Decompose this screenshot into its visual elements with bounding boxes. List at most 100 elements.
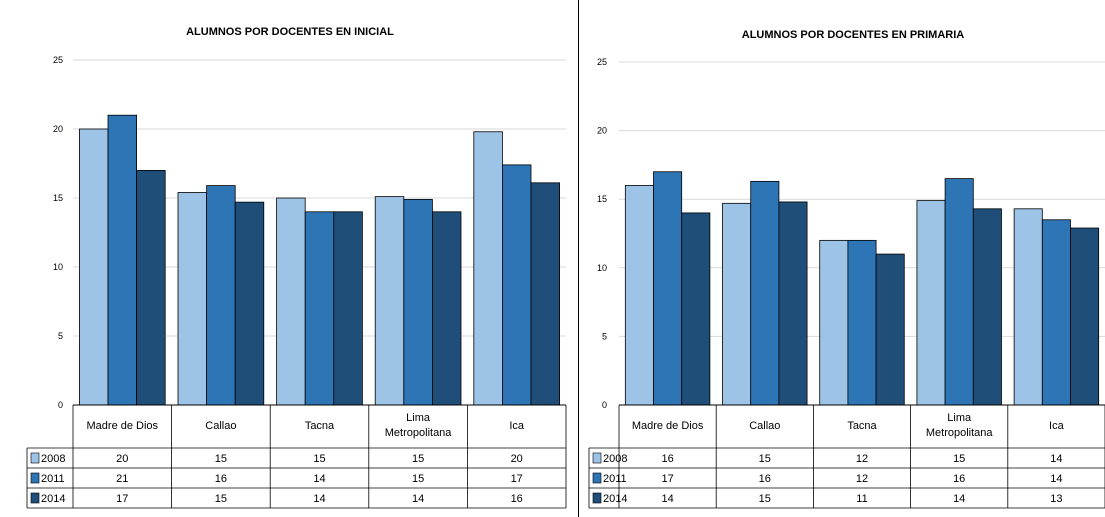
legend-key-2011 [30,472,40,484]
table-cell: 17 [511,473,523,485]
y-tick-label: 0 [602,400,607,410]
category-label: Metropolitana [926,427,994,439]
legend-label: 2008 [41,453,65,465]
table-cell: 16 [953,473,965,485]
category-label: Metropolitana [385,427,453,439]
bar [1070,227,1100,406]
y-tick-label: 10 [53,262,63,272]
chart-inicial: ALUMNOS POR DOCENTES EN INICIAL 0 5 10 15 20 2… [26,26,567,509]
y-tick-label: 25 [597,57,607,67]
table-cell: 16 [511,493,523,505]
table-cell: 15 [313,453,325,465]
bar [177,192,208,406]
chart-panel-inicial: ALUMNOS POR DOCENTES EN INICIAL 0 5 10 15 20 2… [26,0,579,517]
table-cell: 12 [856,473,868,485]
legend-key-2008 [592,452,602,464]
bar [653,171,683,406]
y-tick-label: 20 [597,126,607,136]
bar [530,182,560,406]
category-label: Lima [947,412,972,424]
table-cell: 15 [412,473,424,485]
table-cell: 14 [661,493,673,505]
bar [276,197,306,406]
table-cell: 11 [856,493,867,505]
legend-label: 2014 [41,493,65,505]
table-cell: 12 [856,453,868,465]
bar [916,200,946,406]
category-label: Tacna [305,420,335,432]
y-tick-label: 10 [597,263,607,273]
category-label: Madre de Dios [632,420,704,432]
bar [403,198,433,406]
bar [750,180,780,406]
category-label: Lima [406,412,431,424]
table-cell: 14 [412,493,424,505]
table-cell: 15 [759,453,771,465]
chart-title: ALUMNOS POR DOCENTES EN PRIMARIA [742,29,965,41]
bar [1013,208,1043,406]
y-tick-label: 5 [58,331,63,341]
bar [944,178,974,406]
y-tick-label: 15 [53,193,63,203]
table-cell: 15 [759,493,771,505]
category-label: Madre de Dios [87,420,159,432]
bar [624,185,654,406]
legend-key-2014 [592,492,602,504]
bar [875,253,905,406]
bar [234,201,265,406]
category-label: Tacna [847,420,877,432]
table-cell: 16 [759,473,771,485]
bar [473,131,503,406]
legend-label: 2011 [603,473,627,485]
table-cell: 15 [215,493,227,505]
bar [778,201,808,406]
table-cell: 20 [116,453,128,465]
bar [107,114,137,406]
table-cell: 14 [313,473,325,485]
category-label: Callao [749,420,780,432]
legend-key-2014 [30,492,40,504]
table-cell: 16 [215,473,227,485]
table-cell: 20 [511,453,523,465]
table-cell: 14 [953,493,965,505]
bar [972,208,1002,406]
bar [502,164,532,406]
chart-primaria: ALUMNOS POR DOCENTES EN PRIMARIA 0 5 10 15 20… [588,29,1105,509]
category-label: Ica [1049,420,1065,432]
bar [304,211,335,406]
bar [722,202,752,406]
bar [819,239,849,406]
table-cell: 14 [1050,453,1062,465]
table-cell: 13 [1050,493,1062,505]
table-cell: 15 [412,453,424,465]
bar [374,196,405,406]
table-cell: 14 [313,493,325,505]
bar [431,211,462,406]
bar [79,128,109,406]
y-tick-label: 0 [58,400,63,410]
table-cell: 15 [953,453,965,465]
bar [847,239,877,406]
bar [206,185,236,406]
legend-key-2008 [30,452,40,464]
y-tick-label: 20 [53,124,63,134]
legend-label: 2008 [603,453,627,465]
bar [136,169,166,406]
table-cell: 21 [116,473,128,485]
bar [1041,219,1071,406]
table-cell: 15 [215,453,227,465]
table-cell: 17 [661,473,673,485]
bar [681,212,711,406]
table-cell: 16 [661,453,673,465]
table-cell: 14 [1050,473,1062,485]
legend-key-2011 [592,472,602,484]
chart-panel-primaria: ALUMNOS POR DOCENTES EN PRIMARIA 0 5 10 15 20… [579,0,1105,517]
legend-label: 2014 [603,493,627,505]
y-tick-label: 15 [597,194,607,204]
chart-title: ALUMNOS POR DOCENTES EN INICIAL [186,26,394,38]
table-cell: 17 [116,493,128,505]
y-tick-label: 25 [53,55,63,65]
category-label: Ica [509,420,525,432]
bar [333,211,363,406]
legend-label: 2011 [41,473,65,485]
